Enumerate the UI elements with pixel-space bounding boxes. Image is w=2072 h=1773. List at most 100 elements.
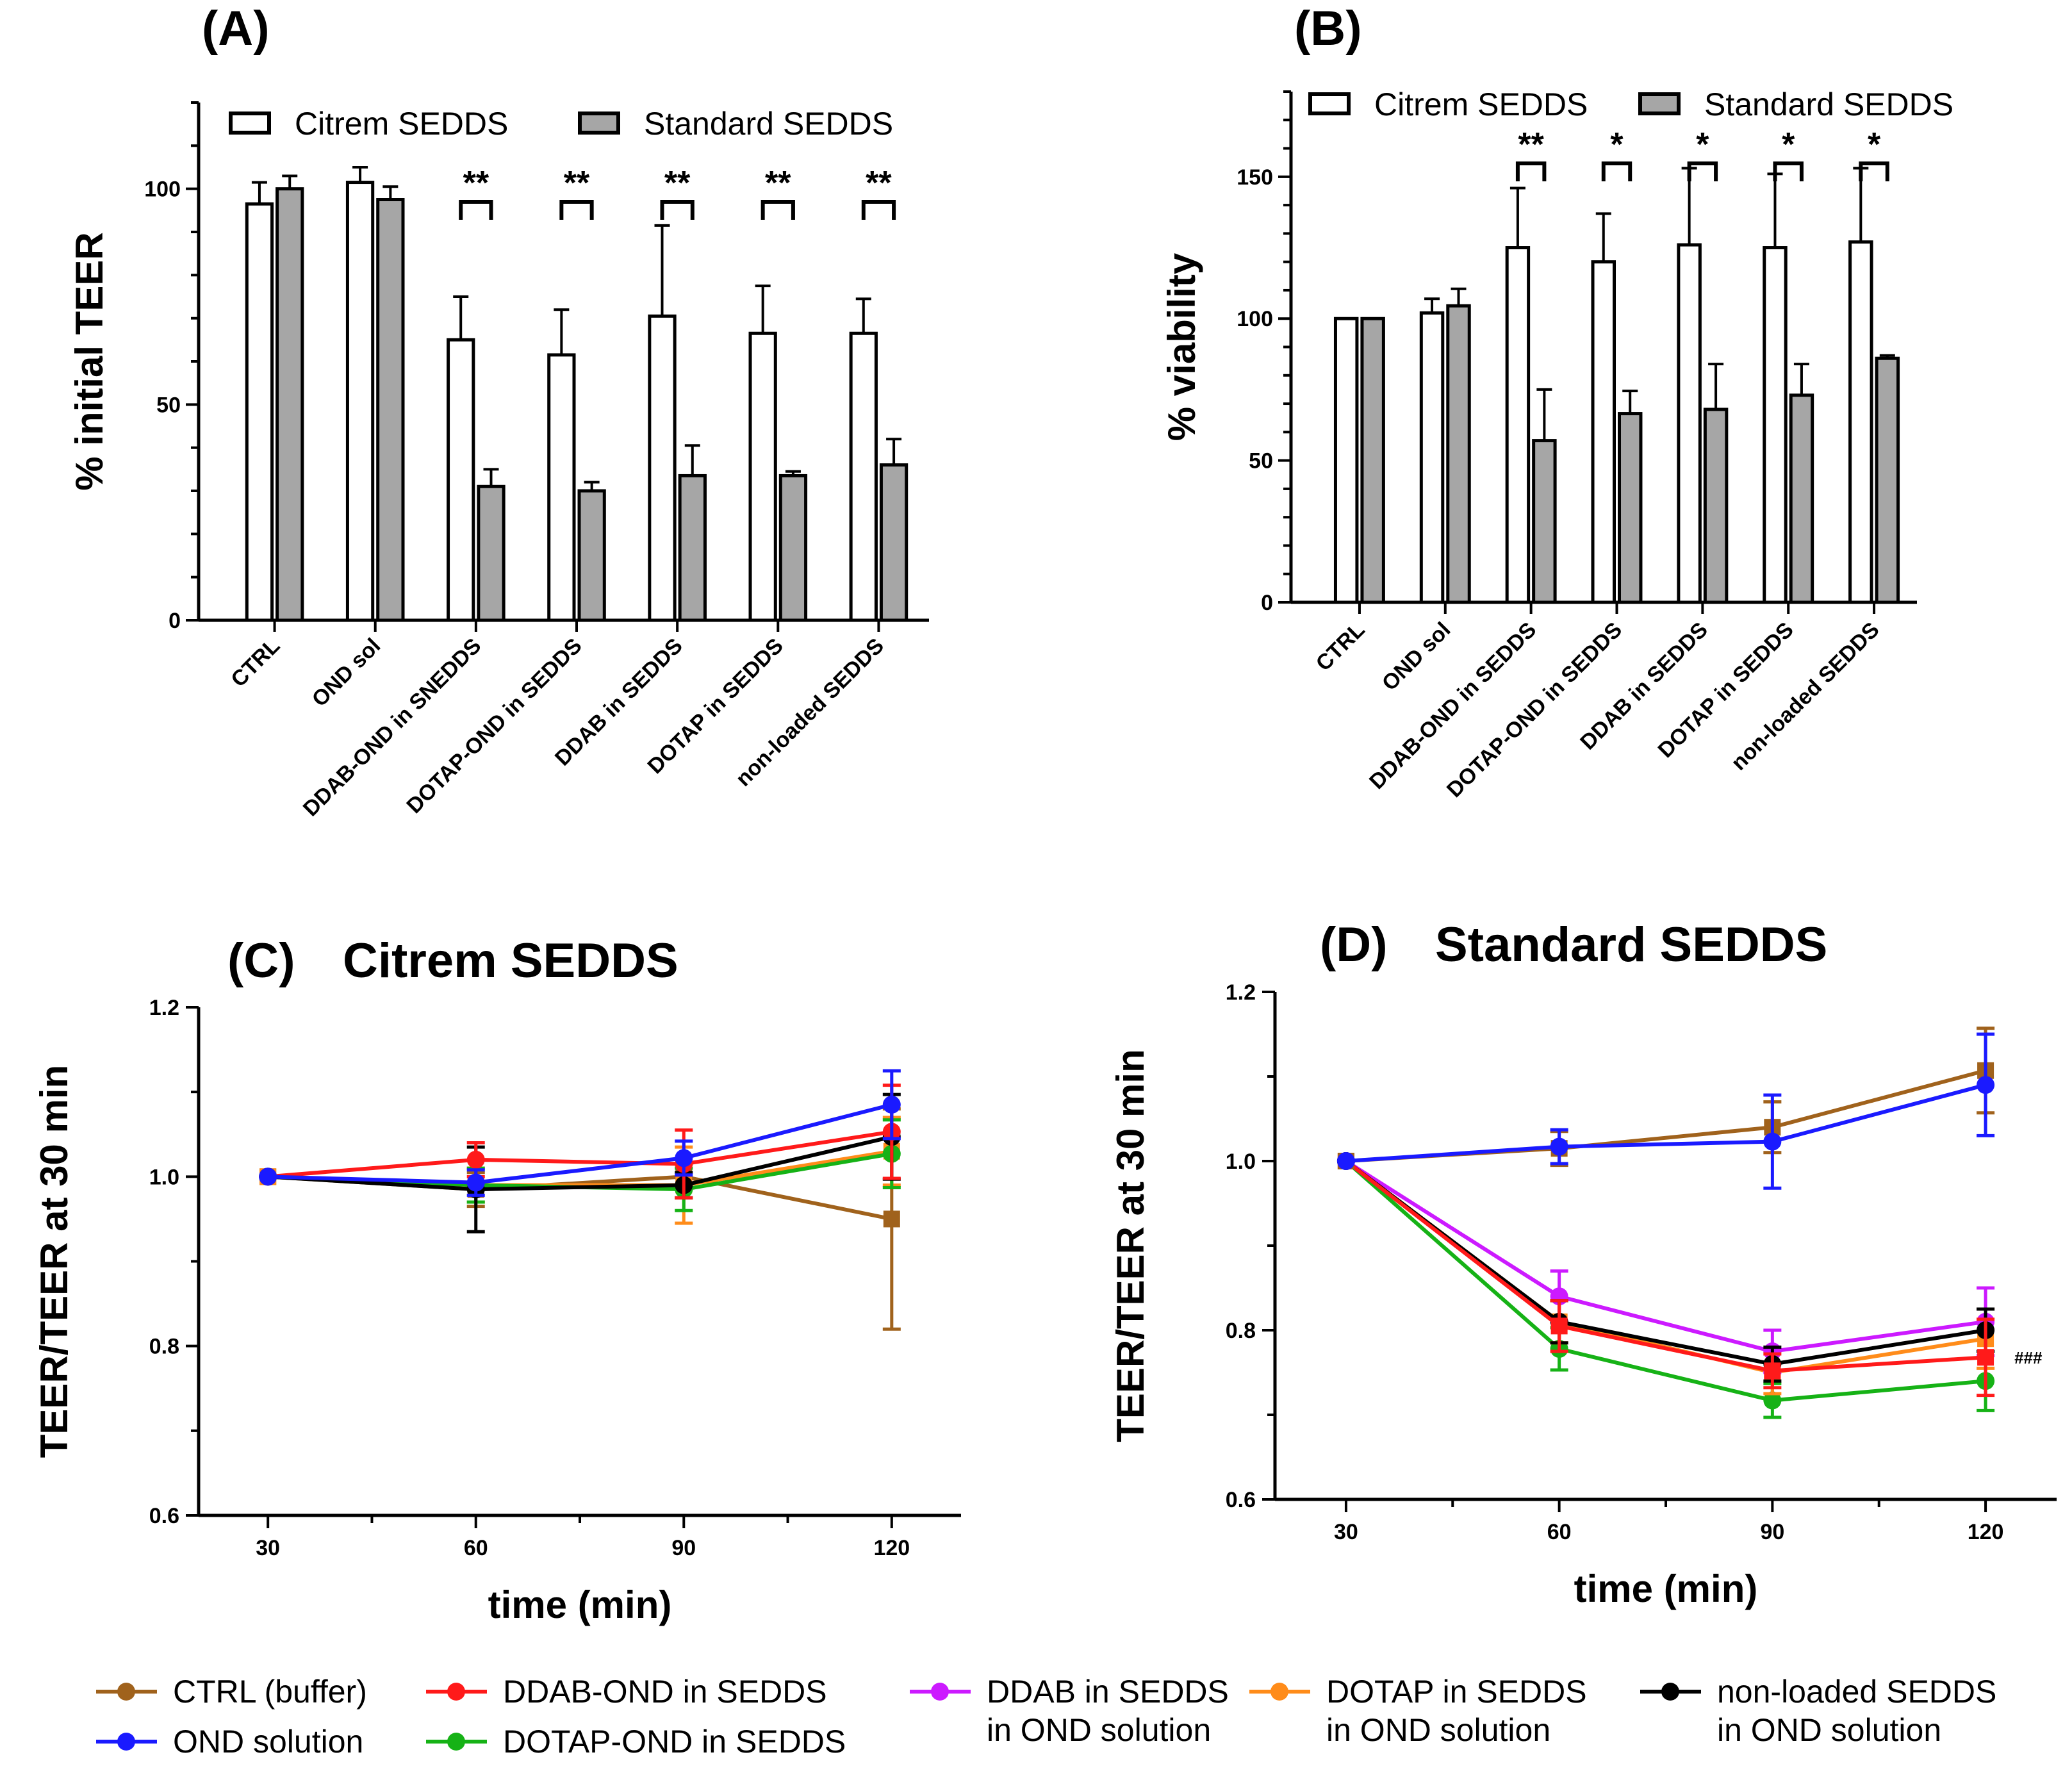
legend-marker <box>447 1683 465 1701</box>
bar-citrem <box>648 314 677 622</box>
legend-marker <box>117 1683 135 1701</box>
legend-marker <box>931 1683 949 1701</box>
legend-marker <box>117 1733 135 1751</box>
panel-title: Standard SEDDS <box>1435 918 1827 972</box>
panel-label: (B) <box>1294 1 1362 56</box>
panel-label: (C) <box>227 934 295 988</box>
bar-standard <box>1532 439 1557 604</box>
bar-standard <box>1618 412 1643 604</box>
significance-bracket <box>660 200 695 220</box>
data-point <box>1763 1391 1782 1410</box>
significance-bracket <box>1859 161 1889 181</box>
y-axis-title: % initial TEER <box>68 232 111 490</box>
category-label: DOTAP-OND in SEDDS <box>1442 618 1627 802</box>
significance-label: * <box>1868 126 1881 163</box>
category-label: non-loaded SEDDS <box>1727 618 1884 775</box>
data-point <box>466 1173 485 1192</box>
category-label: OND sol <box>1377 618 1456 696</box>
significance-label: ** <box>664 165 691 202</box>
series-line <box>267 1135 892 1192</box>
data-point <box>675 1149 693 1167</box>
bar-citrem <box>1677 243 1702 604</box>
legend-label: non-loaded SEDDS <box>1717 1674 1996 1710</box>
panel-label: (A) <box>202 1 270 56</box>
category-label: CTRL <box>226 634 284 692</box>
bar-standard <box>577 489 606 622</box>
bar-standard <box>778 474 808 622</box>
legend-label-line2: in OND solution <box>1326 1712 1550 1748</box>
legend-label: CTRL (buffer) <box>173 1674 367 1710</box>
significance-bracket <box>1515 161 1547 181</box>
y-axis-title: TEER/TEER at 30 min <box>33 1065 76 1458</box>
panel-title: Citrem SEDDS <box>343 934 678 988</box>
legend-item: OND solution <box>96 1724 363 1760</box>
legend-label: OND solution <box>173 1724 363 1760</box>
panel-a: (A) 0 50 100 % initial TEER CTRL OND solDDAB-O… <box>68 1 929 821</box>
legend-swatch <box>229 111 271 135</box>
data-point <box>882 1095 901 1114</box>
bar-standard <box>376 198 405 622</box>
significance-label: ** <box>866 165 892 202</box>
x-tick-label: 60 <box>464 1536 488 1560</box>
series-line <box>1344 1159 1986 1403</box>
significance-label: * <box>1610 126 1624 163</box>
legend-marker <box>1661 1683 1679 1701</box>
y-tick-label: 0.8 <box>1226 1319 1256 1343</box>
significance-label: ** <box>1518 126 1544 163</box>
significance-label: * <box>1696 126 1709 163</box>
y-axis-title: % viability <box>1160 252 1203 441</box>
legend-item: CTRL (buffer) <box>96 1674 367 1710</box>
legend-label: Citrem SEDDS <box>1374 87 1588 122</box>
x-tick-label: 30 <box>1334 1520 1358 1544</box>
bar-standard <box>1875 356 1900 604</box>
significance-label: ** <box>564 165 590 202</box>
panel-label: (D) <box>1320 918 1388 972</box>
legend-marker <box>1270 1683 1288 1701</box>
bar-citrem <box>1505 246 1531 604</box>
legend-label: DOTAP-OND in SEDDS <box>503 1724 846 1760</box>
series-line <box>1345 1159 1986 1375</box>
bar-citrem <box>345 181 375 622</box>
bar-standard <box>1789 393 1814 604</box>
y-tick-label: 1.0 <box>149 1165 179 1189</box>
category-label: CTRL <box>1311 618 1370 676</box>
bar-standard <box>678 474 707 622</box>
data-point <box>883 1210 900 1228</box>
series-ddab-in-sedds-in-ond-solution <box>1336 1152 1995 1374</box>
legend-swatch <box>1638 92 1681 115</box>
series-ond-solution <box>1336 1032 1995 1190</box>
series-ctrl-buffer- <box>259 1107 901 1331</box>
bar-citrem <box>849 331 878 622</box>
x-tick-label: 90 <box>1760 1520 1784 1544</box>
bar-citrem <box>1419 311 1445 604</box>
data-point <box>1763 1132 1782 1151</box>
category-label: DDAB-OND in SEDDS <box>1365 618 1541 794</box>
significance-bracket <box>1773 161 1804 181</box>
panel-d: (D) Standard SEDDS 0.6 0.8 1.0 1.2 30 60 90 120 ti… <box>1109 918 2057 1610</box>
bar-citrem <box>547 353 576 622</box>
y-tick-label: 0.6 <box>149 1504 179 1528</box>
bar-standard <box>275 187 304 622</box>
significance-label: ** <box>463 165 489 202</box>
series-ctrl-buffer- <box>1337 1027 1995 1169</box>
x-tick-label: 120 <box>1968 1520 2004 1544</box>
y-tick-label: 150 <box>1237 165 1273 190</box>
series-ond-solution <box>259 1069 901 1197</box>
series-line <box>267 1130 892 1179</box>
series-line <box>1345 1083 1986 1163</box>
category-label: OND sol <box>308 634 386 712</box>
series-line <box>268 1103 892 1185</box>
significance-bracket <box>761 200 795 220</box>
x-tick-label: 30 <box>256 1536 280 1560</box>
legend-swatch <box>578 111 620 135</box>
series-line <box>1345 1159 1986 1354</box>
panel-b: (B) 0 50 100 150 % viability CTRL OND solDDAB-O… <box>1160 1 1953 802</box>
data-point <box>1550 1317 1568 1335</box>
data-point <box>259 1167 277 1186</box>
legend-label: Standard SEDDS <box>644 106 893 142</box>
significance-bracket <box>1687 161 1718 181</box>
x-tick-label: 90 <box>671 1536 696 1560</box>
